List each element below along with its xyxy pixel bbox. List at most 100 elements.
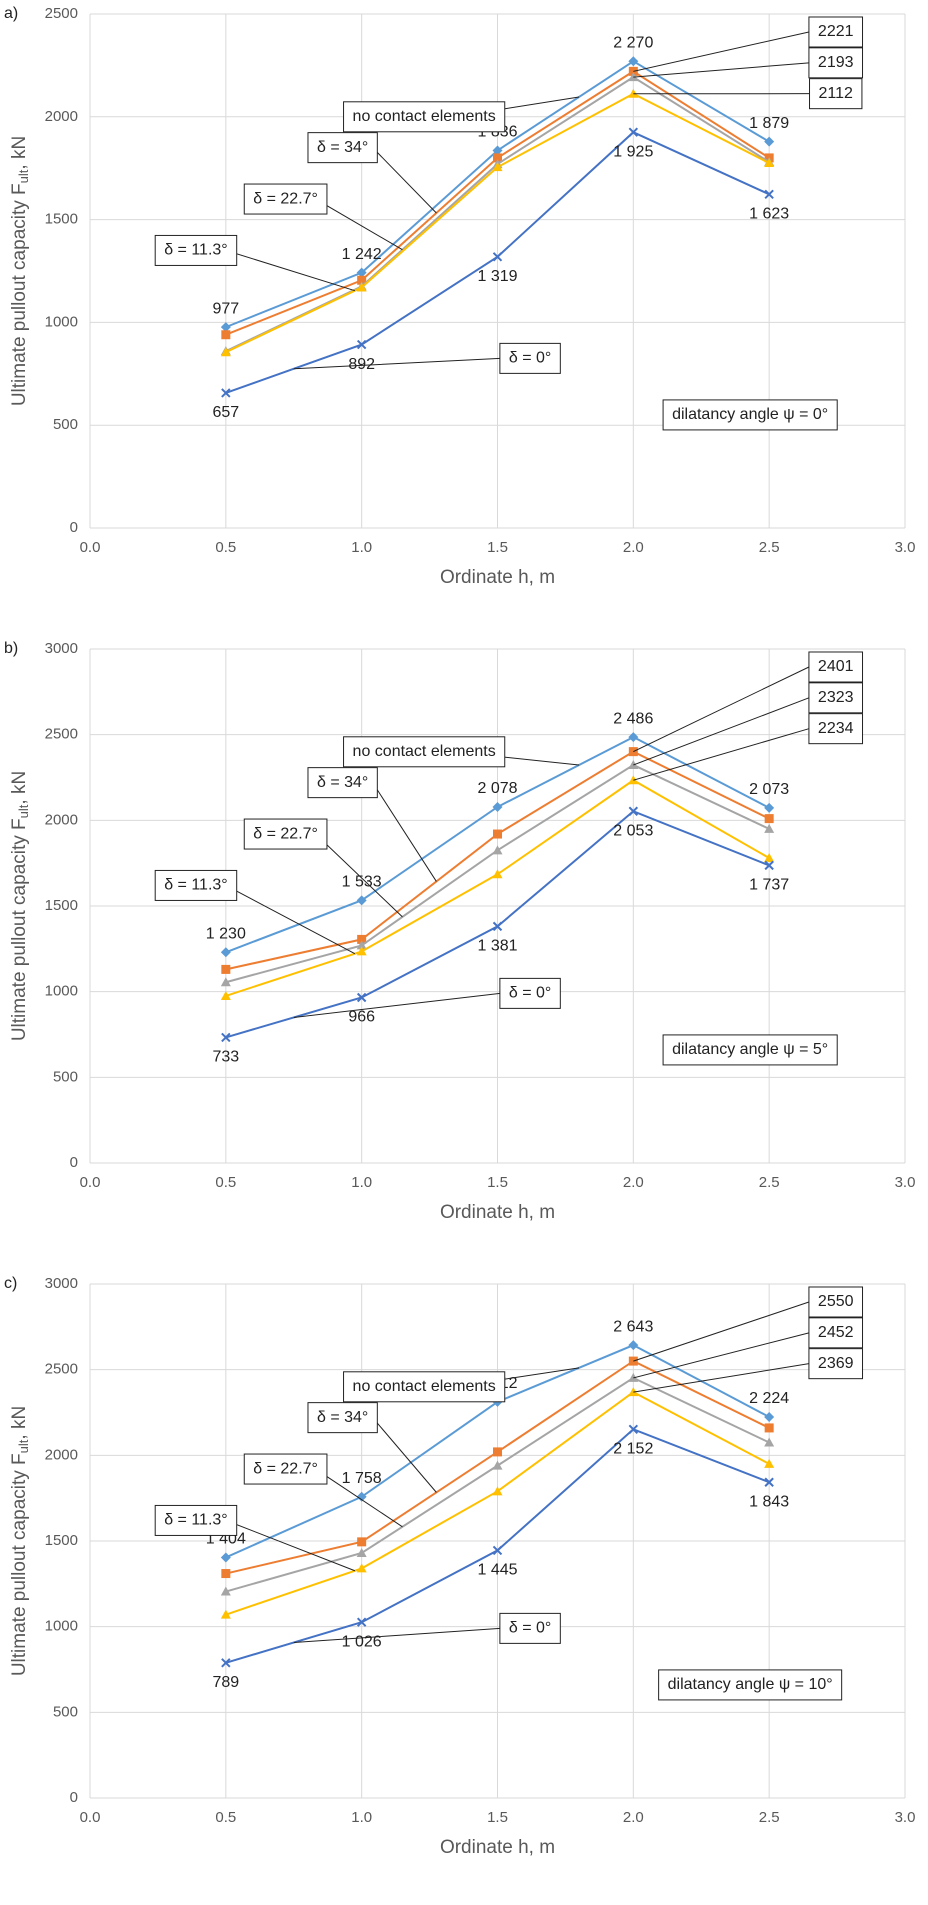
y-tick-label: 500 [53,1703,78,1720]
y-tick-label: 1500 [45,897,78,914]
marker [220,1586,231,1596]
leader-line [633,697,810,766]
x-tick-label: 2.5 [759,539,780,556]
x-tick-label: 2.0 [623,1174,644,1191]
marker [764,1477,774,1487]
value-label: 657 [212,404,239,421]
leader-line [633,1332,810,1379]
leader-line [293,992,531,1018]
value-label: 2 270 [613,35,653,52]
legend-entry-box [243,183,328,215]
marker [493,1447,502,1457]
x-tick-label: 3.0 [895,1174,916,1191]
marker [356,282,367,292]
marker [220,1552,231,1563]
legend-entry-box [499,977,561,1009]
value-label: 2 152 [613,1441,653,1458]
marker [221,1658,231,1668]
value-label: 2112 [819,85,854,102]
value-label: 2550 [818,1293,854,1310]
marker [764,1423,774,1433]
marker [492,145,503,156]
y-axis-title-end: , kN [9,1406,30,1440]
legend-entry: δ = 11.3° [164,242,228,259]
x-axis-title: Ordinate h, m [440,1837,555,1858]
value-label: 1 026 [342,1633,382,1650]
x-tick-label: 0.0 [80,1809,101,1826]
x-tick-label: 3.0 [895,539,916,556]
legend-entry: δ = 34° [317,1409,368,1426]
y-tick-label: 2500 [45,1361,78,1378]
marker [220,347,231,357]
value-label: 2401 [818,658,854,675]
value-label: 2193 [818,54,854,71]
marker [220,1609,231,1619]
x-tick-label: 0.5 [215,1174,236,1191]
value-label: 2 486 [613,710,653,727]
value-label: 2 224 [749,1390,789,1407]
y-tick-label: 2000 [45,811,78,828]
marker [221,330,231,340]
marker [492,162,503,172]
value-label-box [808,1286,864,1318]
value-label: 2 053 [613,822,653,839]
legend-entry-box [343,101,506,133]
y-axis-title-sub: ult [16,169,31,183]
value-label: 1 843 [749,1493,789,1510]
marker [356,339,367,350]
y-tick-label: 500 [53,416,78,433]
value-label: 2452 [818,1324,854,1341]
leader-line [293,357,531,370]
marker [221,388,231,398]
marker [628,1340,639,1351]
y-tick-label: 500 [53,1068,78,1085]
value-label: 1 230 [206,925,246,942]
legend-entry: δ = 11.3° [164,1512,228,1529]
legend-entry-box [343,1371,506,1403]
marker [764,802,775,813]
value-label: 1 381 [477,938,517,955]
x-tick-label: 2.0 [623,1809,644,1826]
marker [764,136,775,147]
leader-line [633,728,810,781]
legend-entry: δ = 0° [509,350,551,367]
legend-entry-box [154,869,238,901]
y-tick-label: 0 [70,519,78,536]
legend-entry-box [154,234,238,266]
marker [356,1617,367,1627]
value-label-box [808,682,864,714]
value-label: 1 925 [613,143,653,160]
x-tick-label: 2.5 [759,1174,780,1191]
y-tick-label: 1000 [45,1618,78,1635]
marker [356,1563,367,1573]
y-axis-title-end: , kN [9,771,30,805]
value-label: 1 623 [749,206,789,223]
y-axis-title: Ultimate pullout capacity Fult, kN [9,1406,31,1676]
value-label: 789 [212,1674,239,1691]
marker [220,322,231,333]
marker [356,946,367,956]
legend-entry: no contact elements [353,108,496,125]
marker [356,1547,367,1557]
x-tick-label: 0.5 [215,1809,236,1826]
y-axis-title: Ultimate pullout capacity Fult, kN [9,136,31,406]
legend-entry-box [243,818,328,850]
y-tick-label: 2500 [45,5,78,22]
y-axis-title-sub: ult [16,804,31,818]
legend-entry-box [154,1504,238,1536]
marker [356,992,367,1003]
legend-entry: no contact elements [353,1378,496,1395]
panel-label: a) [4,5,18,22]
value-label: 966 [348,1009,375,1026]
legend-entry-box [307,767,378,799]
marker [357,1537,367,1547]
y-tick-label: 0 [70,1789,78,1806]
y-axis-title-sub: ult [16,1439,31,1453]
leader-line [633,31,810,72]
legend-entry: δ = 0° [509,1620,551,1637]
marker [764,853,775,863]
marker [356,940,367,950]
x-tick-label: 0.0 [80,1174,101,1191]
